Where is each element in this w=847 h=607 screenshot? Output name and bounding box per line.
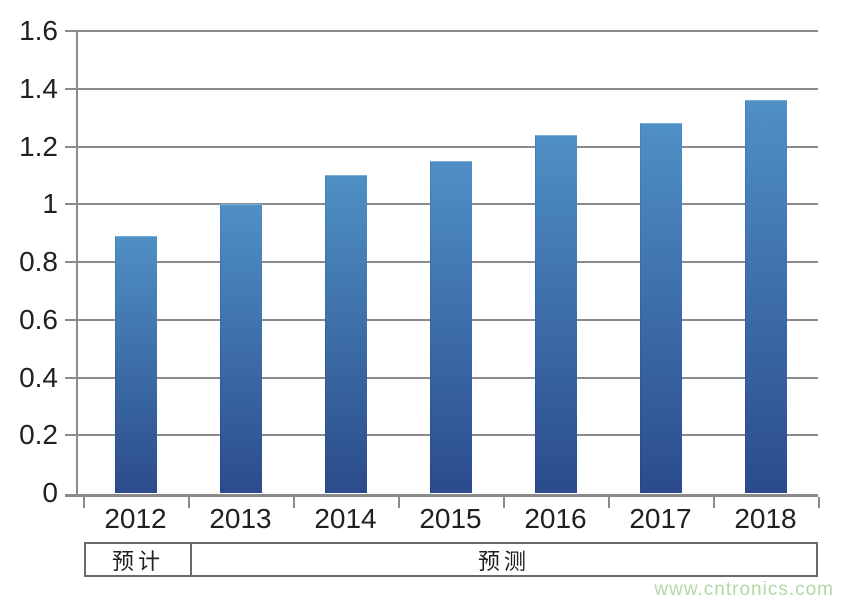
x-axis-label-2014: 2014	[314, 503, 377, 534]
annotation-cell: 预测	[190, 544, 816, 575]
y-axis-tick-label: 0	[42, 477, 58, 508]
bar-2017	[640, 123, 682, 493]
bar-2016	[535, 135, 577, 493]
y-axis-tick-label: 0.4	[19, 361, 58, 393]
watermark-text: www.cntronics.com	[654, 579, 834, 600]
y-axis-tick-label: 1	[42, 188, 58, 220]
y-axis-line	[76, 30, 78, 497]
x-axis-tick	[83, 497, 85, 508]
bar-2018	[745, 100, 787, 493]
x-axis-label-2018: 2018	[734, 503, 797, 534]
bar-2012	[115, 236, 157, 493]
y-axis-tick-label: 0.6	[19, 303, 58, 335]
gridline-y-1.2	[65, 145, 818, 148]
x-axis-tick	[188, 497, 190, 508]
x-axis-tick	[293, 497, 295, 508]
x-axis-tick	[818, 497, 820, 508]
y-axis-tick-label: 1.4	[19, 72, 58, 104]
x-axis-tick	[398, 497, 400, 508]
period-annotation-table: 预计 预测	[84, 542, 818, 577]
x-axis-label-2015: 2015	[419, 503, 482, 534]
gridline-y-1.4	[65, 87, 818, 90]
y-axis-tick-label: 1.2	[19, 130, 58, 162]
x-axis-tick	[713, 497, 715, 508]
y-axis-tick-label: 0.2	[19, 419, 58, 451]
bar-2013	[220, 204, 262, 493]
y-axis-tick-label: 0.8	[19, 246, 58, 277]
x-axis-label-2013: 2013	[209, 503, 272, 534]
x-axis-label-2016: 2016	[524, 503, 587, 534]
x-axis-line	[65, 494, 818, 497]
annotation-cell: 预计	[111, 548, 164, 574]
gridline-y-1.6	[65, 30, 818, 32]
x-axis-tick	[608, 497, 610, 508]
x-axis-label-2017: 2017	[629, 503, 692, 534]
bar-2015	[430, 161, 472, 493]
x-axis-label-2012: 2012	[104, 503, 167, 534]
bar-2014	[325, 175, 367, 493]
y-axis-tick-label: 1.6	[19, 15, 58, 46]
x-axis-tick	[503, 497, 505, 508]
